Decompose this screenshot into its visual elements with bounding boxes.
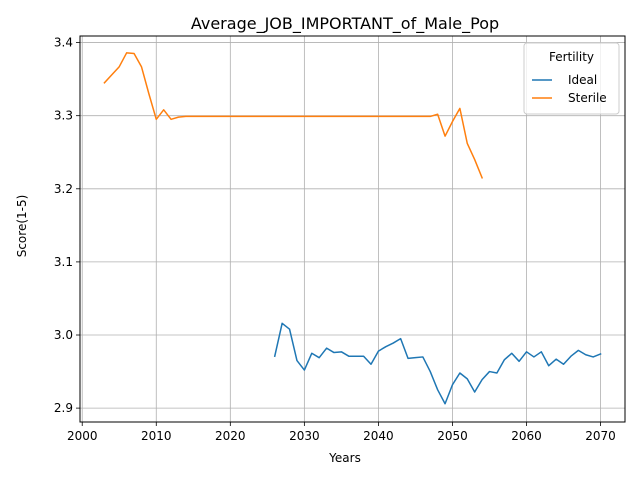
- x-tick-label: 2000: [67, 429, 98, 443]
- y-axis-label: Score(1-5): [15, 195, 29, 258]
- y-tick-label: 3.2: [54, 182, 73, 196]
- x-tick-label: 2010: [141, 429, 172, 443]
- legend-title: Fertility: [549, 50, 594, 64]
- legend-entry-ideal: Ideal: [568, 73, 597, 87]
- y-tick-label: 3.4: [54, 36, 73, 50]
- x-tick-label: 2050: [437, 429, 468, 443]
- series-line-ideal: [273, 322, 602, 405]
- legend-box: [523, 42, 620, 115]
- series-line-sterile: [103, 52, 484, 179]
- y-tick-label: 3.3: [54, 109, 73, 123]
- chart-title: Average_JOB_IMPORTANT_of_Male_Pop: [191, 14, 499, 34]
- y-tick-label: 3.1: [54, 255, 73, 269]
- y-axis-ticks: 2.9 3.0 3.1 3.2 3.3 3.4: [54, 36, 80, 415]
- legend-entry-sterile: Sterile: [568, 91, 607, 105]
- x-axis-label: Years: [328, 451, 361, 465]
- y-tick-label: 3.0: [54, 328, 73, 342]
- series-layer: [103, 52, 602, 405]
- y-tick-label: 2.9: [54, 401, 73, 415]
- x-tick-label: 2060: [511, 429, 542, 443]
- x-axis-ticks: 2000 2010 2020 2030 2040 2050 2060 2070: [67, 422, 616, 443]
- x-tick-label: 2030: [289, 429, 320, 443]
- x-tick-label: 2070: [585, 429, 616, 443]
- legend: Fertility Ideal Sterile: [523, 42, 620, 115]
- plot-frame: [79, 35, 626, 423]
- x-tick-label: 2040: [363, 429, 394, 443]
- x-tick-label: 2020: [215, 429, 246, 443]
